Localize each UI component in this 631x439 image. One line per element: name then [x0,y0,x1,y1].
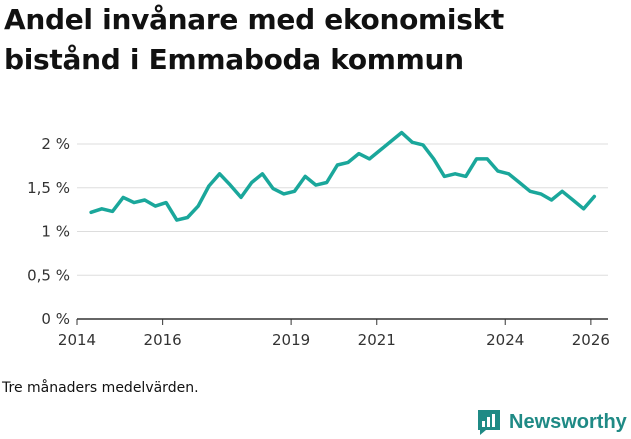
line-chart: 0 % 0,5 % 1 % 1,5 % 2 % 2014 2016 2019 2021 2024… [27,130,610,349]
x-tick-label: 2026 [572,331,610,349]
chart-title: Andel invånare med ekonomiskt bistånd i … [4,3,505,76]
newsworthy-logo-icon [478,410,500,435]
x-tick-label: 2024 [486,331,524,349]
brand-logo[interactable]: Newsworthy [476,408,627,436]
x-tick-label: 2014 [58,331,96,349]
brand-name: Newsworthy [509,410,627,433]
grid-lines [77,143,608,320]
y-axis-ticks: 0 % 0,5 % 1 % 1,5 % 2 % [27,135,70,328]
series-group [89,130,597,222]
y-tick-label: 0 % [41,310,70,328]
y-tick-label: 0,5 % [27,266,70,284]
y-tick-label: 1 % [41,223,70,241]
x-tick-label: 2021 [358,331,396,349]
y-tick-label: 2 % [41,135,70,153]
y-tick-label: 1,5 % [27,179,70,197]
x-tick-label: 2019 [272,331,310,349]
x-tick-label: 2016 [144,331,182,349]
footnote: Tre månaders medelvärden. [2,380,199,396]
x-axis: 2014 2016 2019 2021 2024 2026 [58,319,610,349]
series-line [89,130,597,222]
